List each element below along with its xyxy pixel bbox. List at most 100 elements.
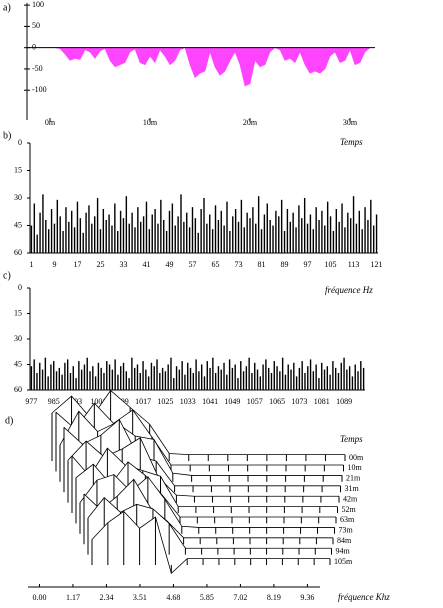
bar [156,359,158,390]
legend-label: 10m [348,463,363,472]
bar [80,369,83,390]
legend-label: 21m [346,474,361,483]
x-tick-label: 1089 [336,397,352,406]
x-tick-label: 20m [243,118,258,127]
bar [367,220,369,253]
bar [56,199,59,253]
y-tick-label: -100 [32,85,47,94]
x-tick-label: 113 [348,260,360,269]
bar [303,198,306,253]
bar [306,223,309,253]
bar [273,361,275,390]
bar [343,357,345,390]
bar [203,376,206,390]
bar [140,221,142,253]
bar [71,210,73,253]
bar [242,371,245,390]
bar [78,361,80,390]
bar [301,218,303,253]
bar [53,223,56,253]
bar [111,225,113,253]
bar [284,374,287,390]
bar [178,369,181,390]
bar [278,216,280,253]
y-tick-label: 45 [14,359,22,368]
bar [298,367,301,390]
bar [128,378,130,390]
y-tick-label: 100 [32,0,44,9]
axis-label: fréquence Khz [338,592,390,602]
bar [243,227,245,253]
bar [164,371,167,390]
bar [248,357,250,390]
bar [324,225,326,253]
bar [332,361,334,390]
bar [157,223,159,253]
bar [120,366,122,390]
bar [131,357,133,390]
bar [36,373,38,390]
bar [349,218,352,253]
legend-label: 63m [340,515,355,524]
bar [64,362,66,390]
bar [62,231,64,253]
bar [259,376,262,390]
legend-label: 31m [345,484,360,493]
x-tick-label: 1057 [247,397,263,406]
x-tick-label: 25 [96,260,104,269]
bar [280,199,283,253]
x-tick-label: 121 [371,260,383,269]
bar [326,201,329,253]
bar [33,359,35,390]
bar [329,216,332,253]
bar [186,212,188,253]
bar [293,362,295,390]
y-tick-label: 15 [14,308,22,317]
bar [189,367,192,390]
x-tick-label: 33 [119,260,127,269]
bar [246,212,248,253]
bar [30,225,33,253]
bar [315,207,317,253]
bar [151,214,153,253]
bar [240,199,243,253]
bar [283,231,286,253]
bar [209,214,211,253]
bar [279,371,281,390]
x-tick-label: 5.85 [200,593,214,602]
axis-label: Temps [340,137,363,147]
bar [105,220,107,253]
bar [217,220,220,253]
bar [177,216,179,253]
bar [194,218,197,253]
bar [266,203,268,253]
bar [295,227,297,253]
x-tick-label: 1081 [314,397,330,406]
x-tick-label: 10m [143,118,158,127]
bar [329,374,331,390]
bar [65,207,67,253]
bar [94,376,97,390]
bar [347,212,349,253]
bar [117,374,119,390]
x-tick-label: 1025 [157,397,173,406]
bar [237,378,239,390]
x-tick-label: 7.02 [233,593,247,602]
y-tick-label: 50 [32,21,40,30]
bar [315,364,317,390]
bar [287,364,289,390]
row-line [91,510,330,574]
y-tick-label: 45 [14,220,22,229]
legend-label: 94m [336,546,351,555]
bar [125,371,128,390]
row-line [55,402,344,466]
bar [267,367,270,390]
bar [114,359,116,390]
bar [234,209,237,253]
legend-label: 73m [339,526,354,535]
bar [92,366,94,390]
bar [181,361,183,390]
bar [321,362,323,390]
bar [214,373,217,390]
bar [160,199,162,253]
